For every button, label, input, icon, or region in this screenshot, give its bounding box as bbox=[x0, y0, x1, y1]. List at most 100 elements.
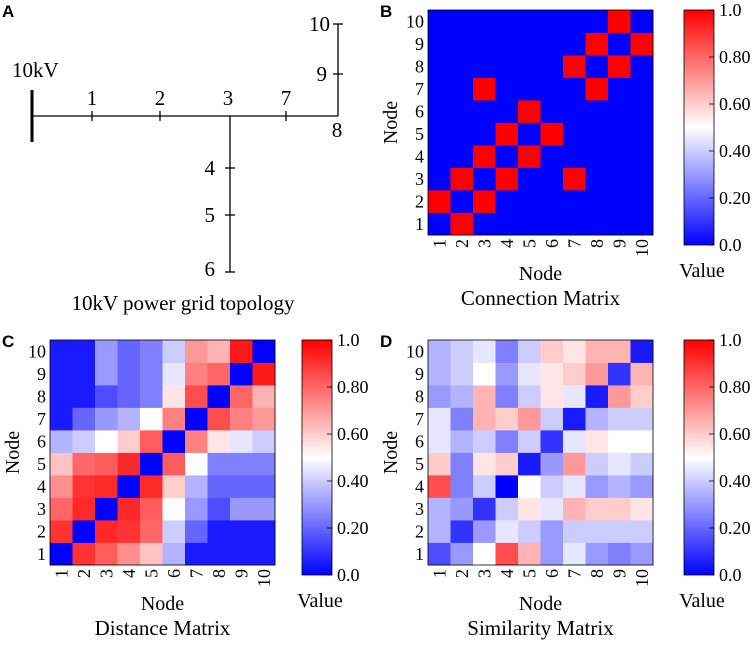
node-label-7: 7 bbox=[281, 86, 292, 110]
panel-c-xtick-3: 3 bbox=[96, 569, 116, 578]
panel-c-cell-r2-c1 bbox=[50, 520, 73, 543]
panel-b-cell-r3-c4 bbox=[495, 167, 519, 191]
panel-b-xtick-9: 9 bbox=[609, 239, 629, 248]
panel-c-cell-r10-c9 bbox=[230, 340, 253, 363]
panel-c-cell-r1-c9 bbox=[230, 542, 253, 566]
panel-b-cell-r3-c10 bbox=[630, 167, 654, 191]
panel-c-cell-r1-c6 bbox=[162, 542, 186, 566]
panel-b-xtick-4: 4 bbox=[497, 239, 517, 248]
panel-c-xtick-8: 8 bbox=[209, 569, 229, 578]
panel-b-cell-r3-c2 bbox=[450, 167, 474, 191]
panel-d-cell-r1-c3 bbox=[473, 542, 496, 566]
panel-d-cell-r7-c5 bbox=[518, 407, 541, 431]
panel-c-ytick-2: 2 bbox=[37, 521, 46, 541]
panel-d-cell-r6-c3 bbox=[473, 430, 496, 453]
panel-d-cell-r5-c5 bbox=[518, 452, 541, 476]
panel-d-cell-r3-c7 bbox=[563, 497, 586, 521]
panel-d-ytick-10: 10 bbox=[406, 341, 424, 361]
panel-d-cell-r4-c4 bbox=[495, 475, 519, 498]
panel-c-cell-r9-c1 bbox=[50, 362, 73, 386]
panel-c-cell-r2-c8 bbox=[207, 520, 231, 543]
panel-d-xtick-9: 9 bbox=[609, 569, 629, 578]
panel-b-xtick-1: 1 bbox=[429, 239, 449, 248]
panel-d-cell-r7-c6 bbox=[540, 407, 564, 431]
panel-c-cell-r7-c4 bbox=[117, 407, 141, 431]
panel-b-cell-r1-c2 bbox=[450, 212, 474, 236]
panel-d-cell-r5-c6 bbox=[540, 452, 564, 476]
panel-d-colorbar-tick-5: 1.0 bbox=[719, 330, 742, 350]
panel-c-cell-r9-c3 bbox=[95, 362, 118, 386]
panel-d-cell-r3-c1 bbox=[428, 497, 451, 521]
panel-b-cell-r7-c4 bbox=[495, 77, 519, 101]
panel-b-cell-r6-c8 bbox=[585, 100, 609, 123]
panel-c-cell-r9-c4 bbox=[117, 362, 141, 386]
panel-letter-c: C bbox=[2, 332, 14, 351]
panel-b-xtick-8: 8 bbox=[587, 239, 607, 248]
panel-c-colorbar-tick-0: 0.0 bbox=[337, 565, 360, 585]
panel-c-cell-r8-c5 bbox=[140, 385, 163, 408]
panel-d-cell-r6-c6 bbox=[540, 430, 564, 453]
panel-b-ytick-7: 7 bbox=[415, 79, 424, 99]
panel-d-cells bbox=[428, 340, 654, 566]
panel-b-cell-r4-c10 bbox=[630, 145, 654, 168]
panel-b-colorbar-title: Value bbox=[679, 260, 725, 282]
panel-b-cell-r3-c8 bbox=[585, 167, 609, 191]
panel-b-cell-r2-c2 bbox=[450, 190, 474, 213]
panel-c-cell-r5-c4 bbox=[117, 452, 141, 476]
panel-c-cell-r4-c8 bbox=[207, 475, 231, 498]
panel-b-cell-r10-c8 bbox=[585, 10, 609, 33]
panel-d-xtick-8: 8 bbox=[587, 569, 607, 578]
panel-d-cell-r4-c9 bbox=[608, 475, 631, 498]
panel-d-cell-r1-c9 bbox=[608, 542, 631, 566]
panel-d-cell-r4-c7 bbox=[563, 475, 586, 498]
panel-b-cell-r3-c3 bbox=[473, 167, 496, 191]
panel-d-cell-r7-c10 bbox=[630, 407, 654, 431]
panel-b-ytick-3: 3 bbox=[415, 169, 424, 189]
panel-b-cell-r7-c3 bbox=[473, 77, 496, 101]
panel-b-cell-r7-c5 bbox=[518, 77, 541, 101]
panel-d-cell-r6-c2 bbox=[450, 430, 474, 453]
panel-d-cell-r8-c9 bbox=[608, 385, 631, 408]
panel-d-cell-r2-c2 bbox=[450, 520, 474, 543]
panel-b-colorbar-tick-1: 0.20 bbox=[719, 188, 751, 208]
panel-d-xtick-1: 1 bbox=[429, 569, 449, 578]
panel-d-cell-r6-c10 bbox=[630, 430, 654, 453]
panel-d-cell-r8-c5 bbox=[518, 385, 541, 408]
panel-b-cell-r9-c2 bbox=[450, 32, 474, 56]
panel-b-cell-r9-c1 bbox=[428, 32, 451, 56]
panel-b-colorbar-tick-5: 1.0 bbox=[719, 0, 742, 20]
panel-b-cell-r8-c8 bbox=[585, 55, 609, 78]
panel-b-cell-r5-c10 bbox=[630, 122, 654, 146]
panel-c-cell-r9-c9 bbox=[230, 362, 253, 386]
panel-d-xtick-2: 2 bbox=[452, 569, 472, 578]
panel-b-cell-r10-c3 bbox=[473, 10, 496, 33]
panel-d-ylabel: Node bbox=[380, 431, 402, 474]
panel-c-cell-r1-c1 bbox=[50, 542, 73, 566]
panel-c-cell-r10-c3 bbox=[95, 340, 118, 363]
panel-c-cell-r7-c8 bbox=[207, 407, 231, 431]
panel-b-cell-r6-c1 bbox=[428, 100, 451, 123]
panel-b-cell-r3-c1 bbox=[428, 167, 451, 191]
panel-c-cell-r5-c7 bbox=[185, 452, 208, 476]
panel-b-ytick-10: 10 bbox=[406, 11, 424, 31]
panel-c-cell-r6-c7 bbox=[185, 430, 208, 453]
panel-d-cell-r9-c9 bbox=[608, 362, 631, 386]
panel-d-cell-r9-c10 bbox=[630, 362, 654, 386]
panel-d-cell-r4-c1 bbox=[428, 475, 451, 498]
panel-c-cell-r8-c7 bbox=[185, 385, 208, 408]
panel-c-xtick-4: 4 bbox=[119, 569, 139, 578]
panel-b-cell-r5-c3 bbox=[473, 122, 496, 146]
panel-c-cell-r7-c10 bbox=[252, 407, 276, 431]
panel-d-cell-r1-c6 bbox=[540, 542, 564, 566]
panel-c-cell-r3-c7 bbox=[185, 497, 208, 521]
panel-d-cell-r9-c7 bbox=[563, 362, 586, 386]
panel-c-cell-r6-c4 bbox=[117, 430, 141, 453]
panel-d-ytick-9: 9 bbox=[415, 364, 424, 384]
panel-d-cell-r2-c5 bbox=[518, 520, 541, 543]
panel-b-cell-r8-c2 bbox=[450, 55, 474, 78]
panel-c-cell-r7-c2 bbox=[72, 407, 96, 431]
panel-b-cell-r1-c1 bbox=[428, 212, 451, 236]
panel-b-xtick-7: 7 bbox=[564, 239, 584, 248]
panel-b-cell-r9-c10 bbox=[630, 32, 654, 56]
